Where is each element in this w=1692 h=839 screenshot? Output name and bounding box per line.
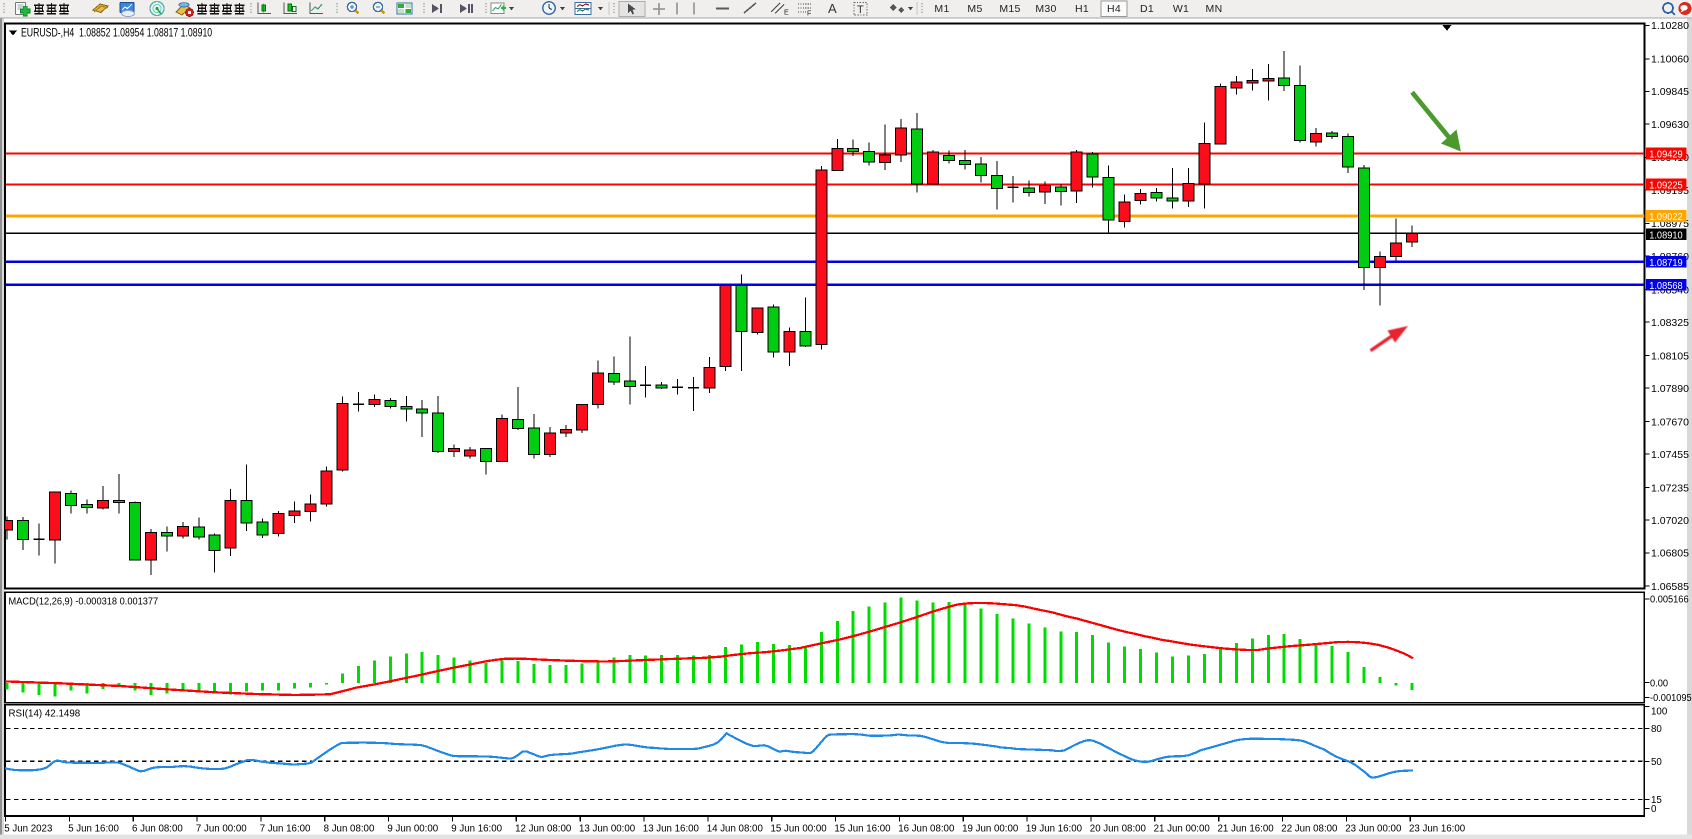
svg-text:1.06585: 1.06585 (1651, 581, 1689, 593)
svg-text:1.07670: 1.07670 (1651, 416, 1689, 428)
svg-text:19 Jun 00:00: 19 Jun 00:00 (962, 823, 1019, 834)
svg-text:M30: M30 (1035, 3, 1056, 15)
svg-text:M15: M15 (999, 3, 1020, 15)
svg-text:RSI(14) 42.1498: RSI(14) 42.1498 (9, 708, 81, 719)
svg-text:80: 80 (1651, 724, 1662, 735)
svg-text:1.09845: 1.09845 (1651, 86, 1689, 98)
svg-text:1.08105: 1.08105 (1651, 350, 1689, 362)
svg-text:1.08910: 1.08910 (1649, 230, 1683, 242)
svg-text:0.00: 0.00 (1650, 678, 1669, 690)
svg-text:100: 100 (1651, 706, 1668, 717)
svg-text:8 Jun 08:00: 8 Jun 08:00 (324, 823, 375, 834)
svg-text:15 Jun 16:00: 15 Jun 16:00 (834, 823, 891, 834)
svg-text:15: 15 (1651, 795, 1662, 806)
svg-text:21 Jun 00:00: 21 Jun 00:00 (1154, 823, 1211, 834)
svg-text:0: 0 (1651, 804, 1657, 815)
svg-text:1.09630: 1.09630 (1651, 119, 1689, 131)
svg-text:1.10280: 1.10280 (1651, 20, 1689, 32)
svg-text:13 Jun 16:00: 13 Jun 16:00 (643, 823, 700, 834)
svg-text:M1: M1 (934, 3, 949, 15)
svg-text:13 Jun 00:00: 13 Jun 00:00 (579, 823, 636, 834)
svg-text:14 Jun 08:00: 14 Jun 08:00 (707, 823, 764, 834)
svg-text:5 Jun 16:00: 5 Jun 16:00 (68, 823, 119, 834)
svg-text:T: T (857, 4, 864, 16)
svg-text:EURUSD-,H4 1.08852 1.08954 1.: EURUSD-,H4 1.08852 1.08954 1.08817 1.089… (21, 27, 212, 39)
svg-text:50: 50 (1651, 757, 1662, 768)
svg-text:MN: MN (1206, 3, 1223, 15)
svg-text:7 Jun 00:00: 7 Jun 00:00 (196, 823, 247, 834)
svg-text:1.07235: 1.07235 (1651, 482, 1689, 494)
svg-text:1.10060: 1.10060 (1651, 54, 1689, 66)
svg-text:W1: W1 (1173, 3, 1189, 15)
svg-text:22 Jun 08:00: 22 Jun 08:00 (1281, 823, 1338, 834)
svg-text:1.09225: 1.09225 (1649, 180, 1683, 192)
svg-text:F: F (807, 11, 811, 18)
svg-text:15 Jun 00:00: 15 Jun 00:00 (771, 823, 828, 834)
svg-text:A: A (828, 1, 837, 16)
svg-text:20 Jun 08:00: 20 Jun 08:00 (1090, 823, 1147, 834)
svg-text:1.08325: 1.08325 (1651, 317, 1689, 329)
svg-text:1.09429: 1.09429 (1649, 149, 1682, 161)
svg-text:6 Jun 08:00: 6 Jun 08:00 (132, 823, 183, 834)
svg-text:19 Jun 16:00: 19 Jun 16:00 (1026, 823, 1083, 834)
svg-text:H1: H1 (1075, 3, 1089, 15)
svg-text:16 Jun 08:00: 16 Jun 08:00 (898, 823, 955, 834)
svg-text:7 Jun 16:00: 7 Jun 16:00 (260, 823, 311, 834)
svg-text:E: E (784, 10, 789, 17)
svg-text:9 Jun 00:00: 9 Jun 00:00 (387, 823, 438, 834)
svg-text:1.07455: 1.07455 (1651, 449, 1689, 461)
svg-text:21 Jun 16:00: 21 Jun 16:00 (1218, 823, 1275, 834)
svg-text:23 Jun 00:00: 23 Jun 00:00 (1345, 823, 1402, 834)
svg-text:-0.001095: -0.001095 (1650, 693, 1692, 705)
svg-text:1.08719: 1.08719 (1649, 257, 1682, 269)
svg-text:1.06805: 1.06805 (1651, 548, 1689, 560)
svg-text:MACD(12,26,9) -0.000318 0.0013: MACD(12,26,9) -0.000318 0.001377 (9, 596, 159, 608)
svg-text:9 Jun 16:00: 9 Jun 16:00 (451, 823, 502, 834)
svg-text:1.07890: 1.07890 (1651, 383, 1689, 395)
svg-text:H4: H4 (1107, 3, 1121, 15)
svg-text:0.005166: 0.005166 (1650, 594, 1689, 606)
svg-text:1.07020: 1.07020 (1651, 515, 1689, 527)
svg-text:D1: D1 (1140, 3, 1154, 15)
svg-text:12 Jun 08:00: 12 Jun 08:00 (515, 823, 572, 834)
svg-text:M5: M5 (967, 3, 982, 15)
svg-text:1.09022: 1.09022 (1649, 212, 1682, 224)
svg-text:23 Jun 16:00: 23 Jun 16:00 (1409, 823, 1466, 834)
svg-text:5 Jun 2023: 5 Jun 2023 (4, 823, 52, 834)
svg-text:1.08568: 1.08568 (1649, 280, 1683, 292)
